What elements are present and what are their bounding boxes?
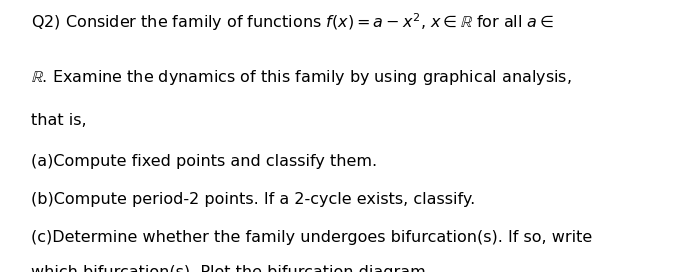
Text: $\mathbb{R}$. Examine the dynamics of this family by using graphical analysis,: $\mathbb{R}$. Examine the dynamics of th… (31, 68, 572, 87)
Text: which bifurcation(s). Plot the bifurcation diagram.: which bifurcation(s). Plot the bifurcati… (31, 265, 431, 272)
Text: (c)Determine whether the family undergoes bifurcation(s). If so, write: (c)Determine whether the family undergoe… (31, 230, 592, 245)
Text: Q2) Consider the family of functions $f(x) = a-x^2$, $x \in \mathbb{R}$ for all : Q2) Consider the family of functions $f(… (31, 11, 554, 33)
Text: (b)Compute period-2 points. If a 2-cycle exists, classify.: (b)Compute period-2 points. If a 2-cycle… (31, 192, 475, 207)
Text: that is,: that is, (31, 113, 86, 128)
Text: (a)Compute fixed points and classify them.: (a)Compute fixed points and classify the… (31, 154, 377, 169)
